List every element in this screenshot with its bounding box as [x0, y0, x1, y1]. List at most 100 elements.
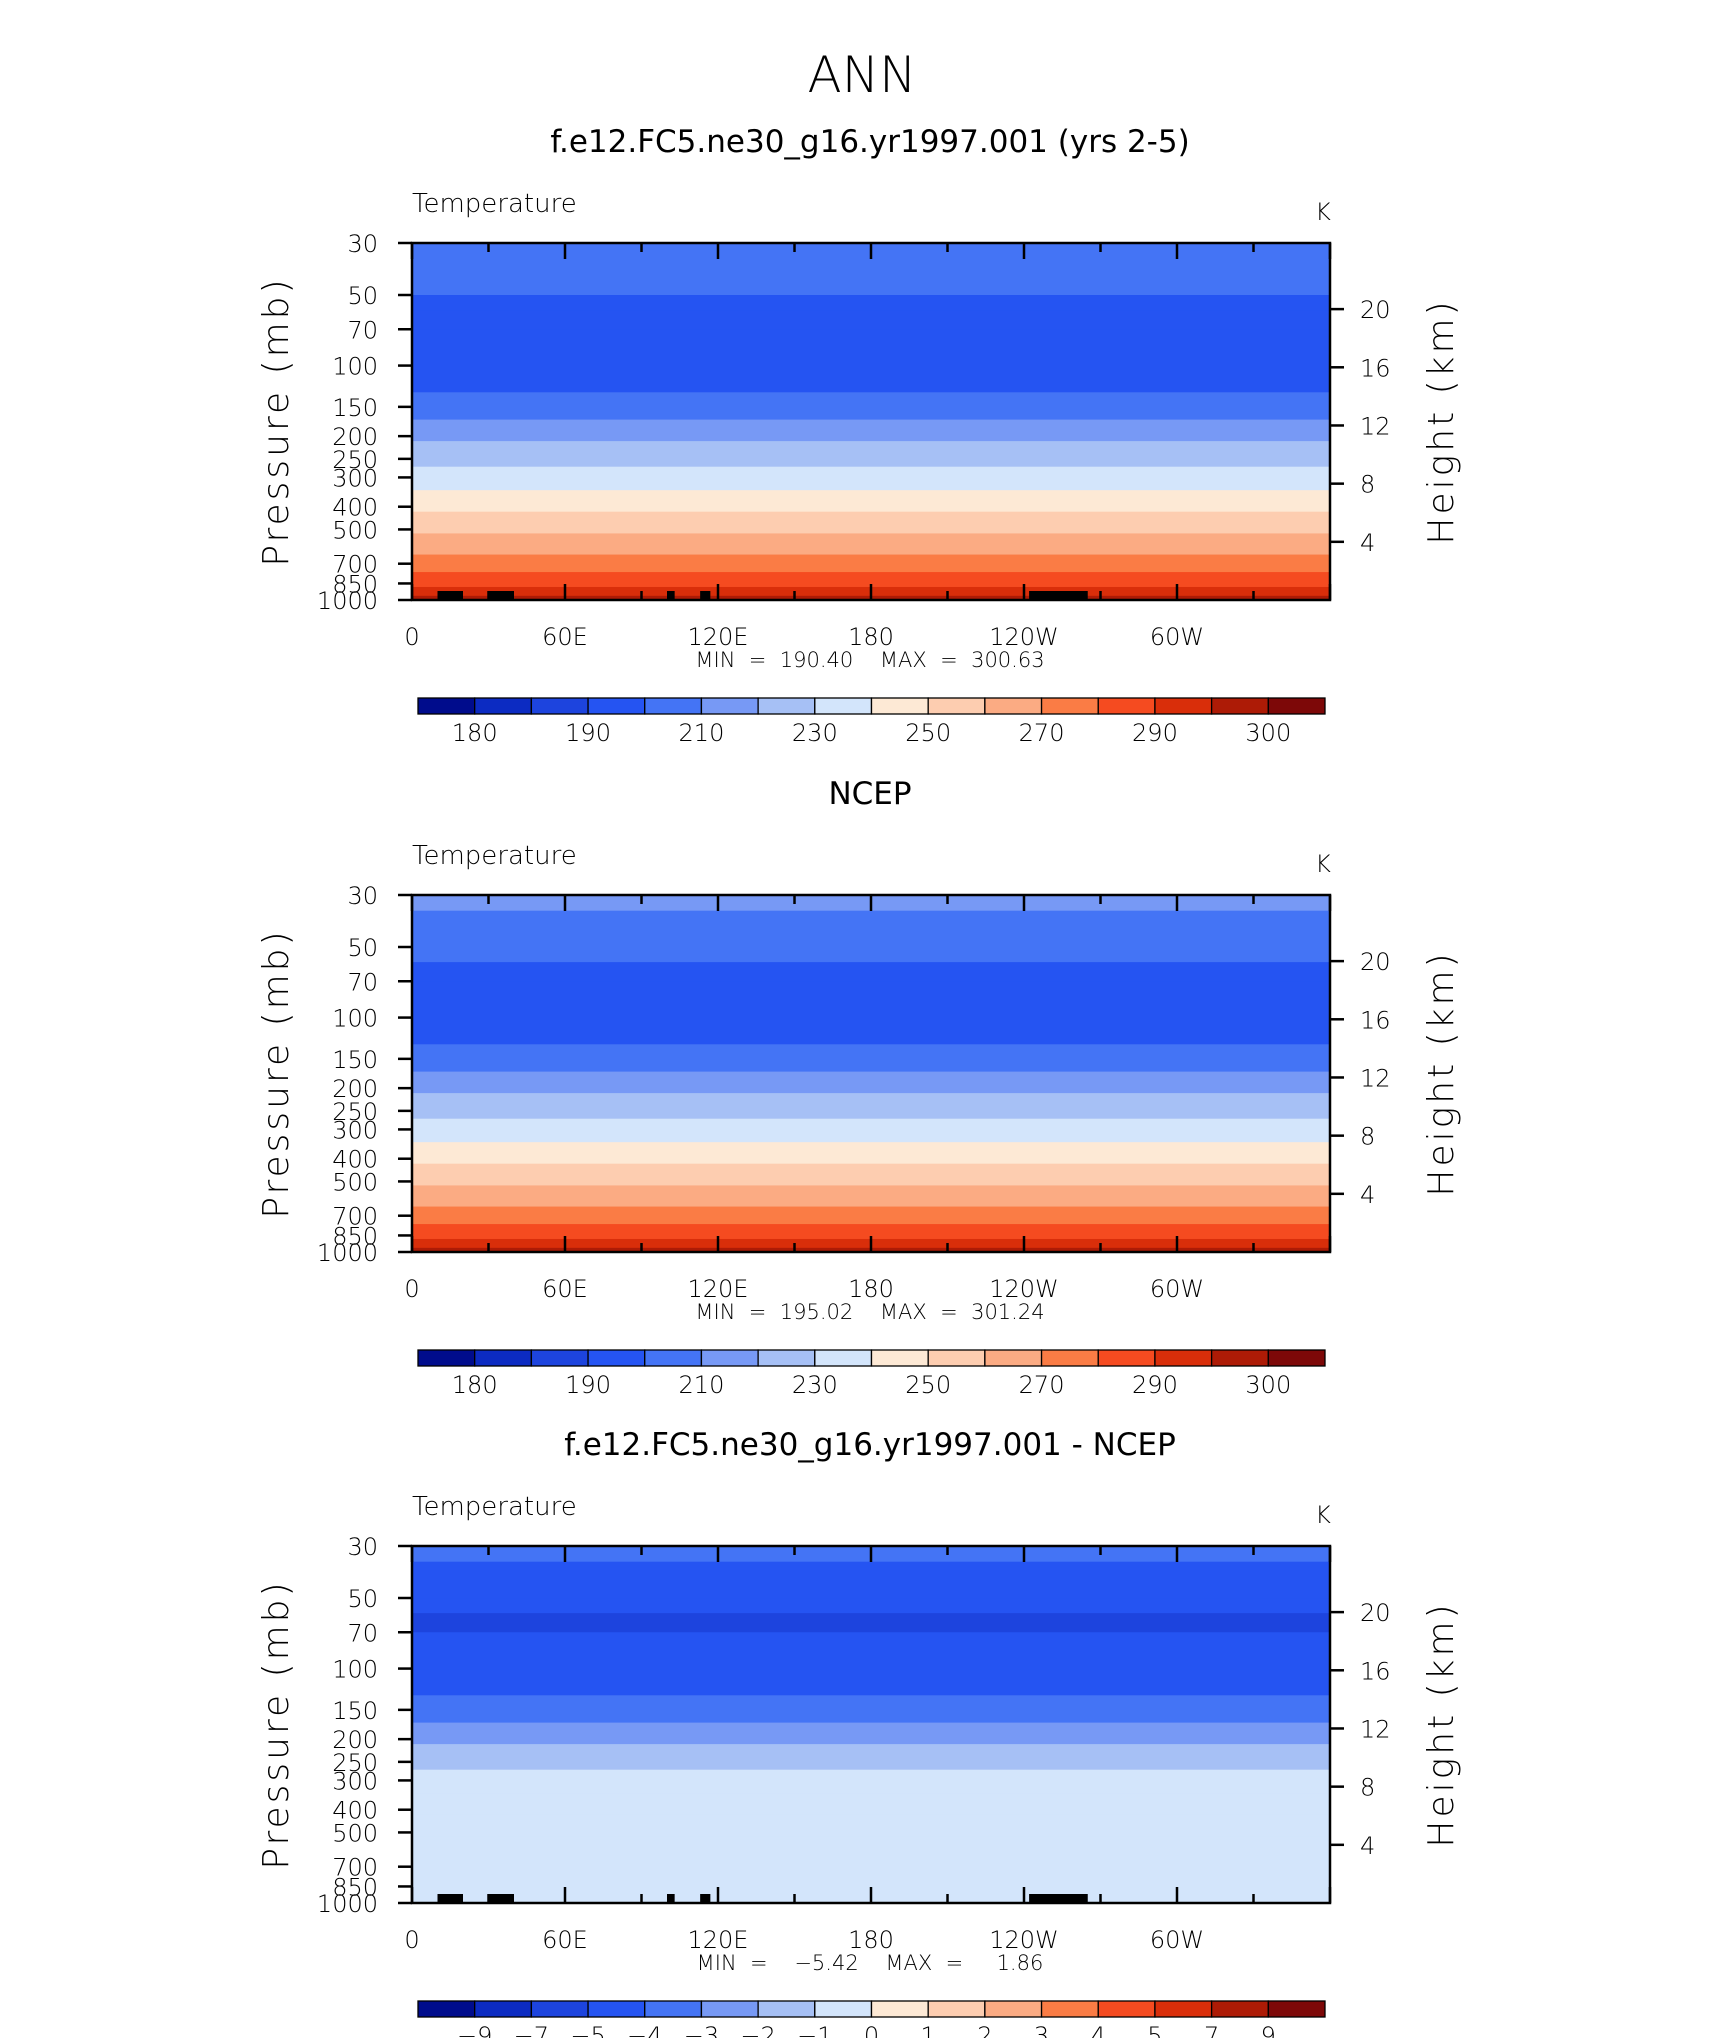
y-right-tick-label: 16: [1360, 354, 1391, 382]
colorbar-label: 5: [1147, 2022, 1162, 2038]
colorbar-label: −1: [797, 2022, 832, 2038]
contour-band: [412, 1185, 1330, 1208]
colorbar-box: [1210, 697, 1269, 715]
y-tick-label: 150: [332, 394, 378, 422]
contour-band: [412, 1814, 1330, 1838]
x-tick-label: 60E: [542, 623, 588, 651]
panel-title: NCEP: [828, 776, 911, 812]
contour-band: [412, 1836, 1330, 1859]
x-tick-label: 60W: [1150, 1275, 1204, 1303]
x-tick-label: 60W: [1150, 1926, 1204, 1954]
contour-band: [412, 962, 1330, 982]
y-right-tick-label: 4: [1360, 1181, 1375, 1209]
y-tick-label: 300: [332, 1116, 378, 1144]
x-tick-label: 120E: [688, 1926, 749, 1954]
contour-band: [412, 1142, 1330, 1165]
y-right-tick-label: 20: [1360, 948, 1391, 976]
y-tick-label: 100: [332, 353, 378, 381]
y-axis-title: Pressure (mb): [256, 1579, 297, 1869]
contour-band: [412, 1044, 1330, 1073]
y-tick-label: 150: [332, 1697, 378, 1725]
colorbar-box: [1097, 2000, 1156, 2018]
y-right-tick-label: 8: [1360, 1123, 1375, 1151]
y-tick-label: 700: [332, 551, 378, 579]
contour-band: [412, 1224, 1330, 1240]
page-title: ANN: [807, 46, 916, 104]
contour-band: [412, 1695, 1330, 1724]
colorbar-box: [417, 697, 476, 715]
panel-title: f.e12.FC5.ne30_g16.yr1997.001 (yrs 2-5): [550, 124, 1189, 160]
contour-bands: [412, 1546, 1330, 1904]
panel-3: f.e12.FC5.ne30_g16.yr1997.001 - NCEP Temp…: [256, 1427, 1462, 2038]
contour-band: [412, 329, 1330, 393]
colorbar-box: [870, 2000, 929, 2018]
contour-band: [412, 1632, 1330, 1696]
colorbar-box: [587, 697, 646, 715]
y-right-axis-title: Height (km): [1421, 298, 1462, 544]
y-tick-label: 500: [332, 516, 378, 544]
colorbar-box: [1267, 2000, 1326, 2018]
x-tick-label: 120W: [989, 623, 1059, 651]
panel-2: NCEP Temperature K 0 60E 120E 180 120W 60W 30 50 70…: [256, 776, 1462, 1399]
colorbar-box: [644, 697, 703, 715]
y-right-tick-label: 16: [1360, 1657, 1391, 1685]
y-tick-label: 400: [332, 494, 378, 522]
contour-band: [412, 910, 1330, 948]
colorbar-label: 180: [452, 1371, 498, 1399]
colorbar-box: [927, 2000, 986, 2018]
colorbar-label: 3: [1034, 2022, 1049, 2038]
colorbar-box: [814, 2000, 873, 2018]
y-tick-label: 250: [332, 446, 378, 474]
contour-band: [412, 490, 1330, 513]
panel-1: f.e12.FC5.ne30_g16.yr1997.001 (yrs 2-5) T…: [256, 124, 1462, 747]
contour-band: [412, 947, 1330, 963]
colorbar-label: −4: [627, 2022, 662, 2038]
colorbar-box: [1040, 1349, 1099, 1367]
colorbar-label: 9: [1261, 2022, 1276, 2038]
y-right-tick-label: 4: [1360, 1832, 1375, 1860]
contour-band: [412, 1769, 1330, 1794]
contour-band: [412, 511, 1330, 535]
contour-band: [412, 1744, 1330, 1771]
colorbar-label: 2: [977, 2022, 992, 2038]
contour-band: [412, 392, 1330, 421]
colorbar-box: [870, 697, 929, 715]
x-tick-label: 120W: [989, 1926, 1059, 1954]
y-tick-label: 150: [332, 1046, 378, 1074]
y-tick-label: 70: [347, 316, 378, 344]
colorbar-box: [530, 1349, 589, 1367]
variable-label: Temperature: [412, 1492, 577, 1522]
terrain-mask: [1029, 591, 1088, 600]
colorbar-box: [1097, 1349, 1156, 1367]
x-tick-label: 180: [848, 1275, 894, 1303]
stats-text: MIN = 190.40 MAX = 300.63: [695, 648, 1044, 672]
x-tick-label: 60E: [542, 1275, 588, 1303]
colorbar-label: 0: [864, 2022, 879, 2038]
colorbar-label: 290: [1132, 1371, 1178, 1399]
colorbar-box: [474, 697, 533, 715]
y-tick-label: 850: [332, 1873, 378, 1901]
x-tick-label: 60E: [542, 1926, 588, 1954]
colorbar-box: [644, 1349, 703, 1367]
units-label: K: [1315, 198, 1331, 226]
x-tick-label: 120W: [989, 1275, 1059, 1303]
y-axis-title: Pressure (mb): [256, 276, 297, 566]
contour-band: [412, 310, 1330, 330]
contour-band: [412, 533, 1330, 556]
colorbar-box: [927, 1349, 986, 1367]
terrain-mask: [700, 1894, 711, 1903]
terrain-mask: [667, 591, 675, 600]
x-tick-label: 180: [848, 1926, 894, 1954]
y-tick-label: 200: [332, 1726, 378, 1754]
colorbar: −9 −7 −5 −4 −3 −2 −1 0 1 2 3 4 5 7 9: [417, 2000, 1326, 2038]
colorbar-box: [700, 697, 759, 715]
y-right-tick-label: 8: [1360, 471, 1375, 499]
y-tick-label: 500: [332, 1168, 378, 1196]
y-tick-label: 30: [347, 1533, 378, 1561]
y-tick-label: 850: [332, 1222, 378, 1250]
contour-band: [412, 1598, 1330, 1614]
terrain-mask: [700, 591, 711, 600]
colorbar-label: 300: [1245, 1371, 1291, 1399]
colorbar: 180 190 210 230 250 270 290 300: [417, 1349, 1326, 1399]
colorbar-box: [417, 2000, 476, 2018]
